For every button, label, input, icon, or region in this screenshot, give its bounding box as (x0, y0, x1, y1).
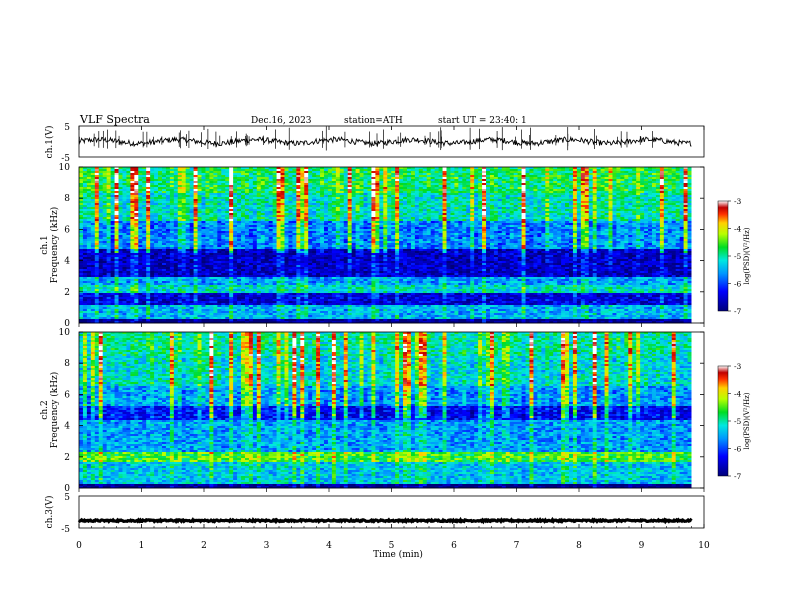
ch1-waveform-panel: 5 -5 ch.1(V) (44, 123, 704, 164)
ch1-ytick-top: 5 (64, 123, 70, 133)
station-label: station=ATH (344, 116, 403, 126)
start-time-label: start UT = 23:40: 1 (438, 116, 527, 126)
figure-title: VLF Spectra (79, 113, 150, 126)
ch1-waveform-trace (79, 127, 692, 151)
ch1-spectrogram-image (79, 167, 704, 323)
date-label: Dec.16, 2023 (251, 116, 312, 126)
waveform-line (79, 137, 692, 146)
ch1-waveform-xticks (79, 126, 704, 130)
ch1-waveform-ylabel: ch.1(V) (44, 126, 55, 159)
ch1-waveform-frame (79, 126, 704, 157)
